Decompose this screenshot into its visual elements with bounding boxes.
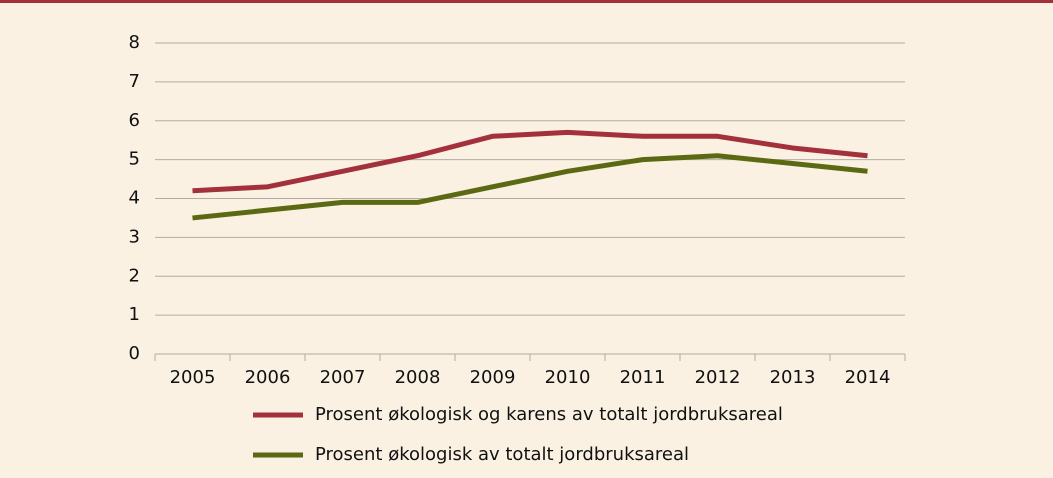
x-tick-label: 2007 (320, 367, 366, 388)
x-tick-label: 2014 (845, 367, 891, 388)
y-tick-label: 6 (129, 110, 140, 131)
x-tick-label: 2013 (770, 367, 816, 388)
x-tick-label: 2006 (245, 367, 291, 388)
x-tick-label: 2011 (620, 367, 666, 388)
x-tick-label: 2008 (395, 367, 441, 388)
y-tick-label: 5 (129, 149, 140, 170)
x-tick-label: 2012 (695, 367, 741, 388)
y-tick-label: 1 (129, 304, 140, 325)
series-line (192, 129, 868, 194)
y-tick-label: 7 (129, 71, 140, 92)
top-border (0, 0, 1053, 3)
legend-label: Prosent økologisk av totalt jordbruksare… (315, 444, 689, 465)
legend-label: Prosent økologisk og karens av totalt jo… (315, 404, 783, 425)
x-tick-label: 2009 (470, 367, 516, 388)
x-tick-label: 2010 (545, 367, 591, 388)
y-tick-label: 4 (129, 188, 140, 209)
y-tick-label: 8 (129, 32, 140, 53)
y-tick-label: 0 (129, 343, 140, 364)
y-tick-label: 2 (129, 265, 140, 286)
y-tick-label: 3 (129, 226, 140, 247)
series-line (192, 153, 868, 221)
x-tick-label: 2005 (170, 367, 216, 388)
